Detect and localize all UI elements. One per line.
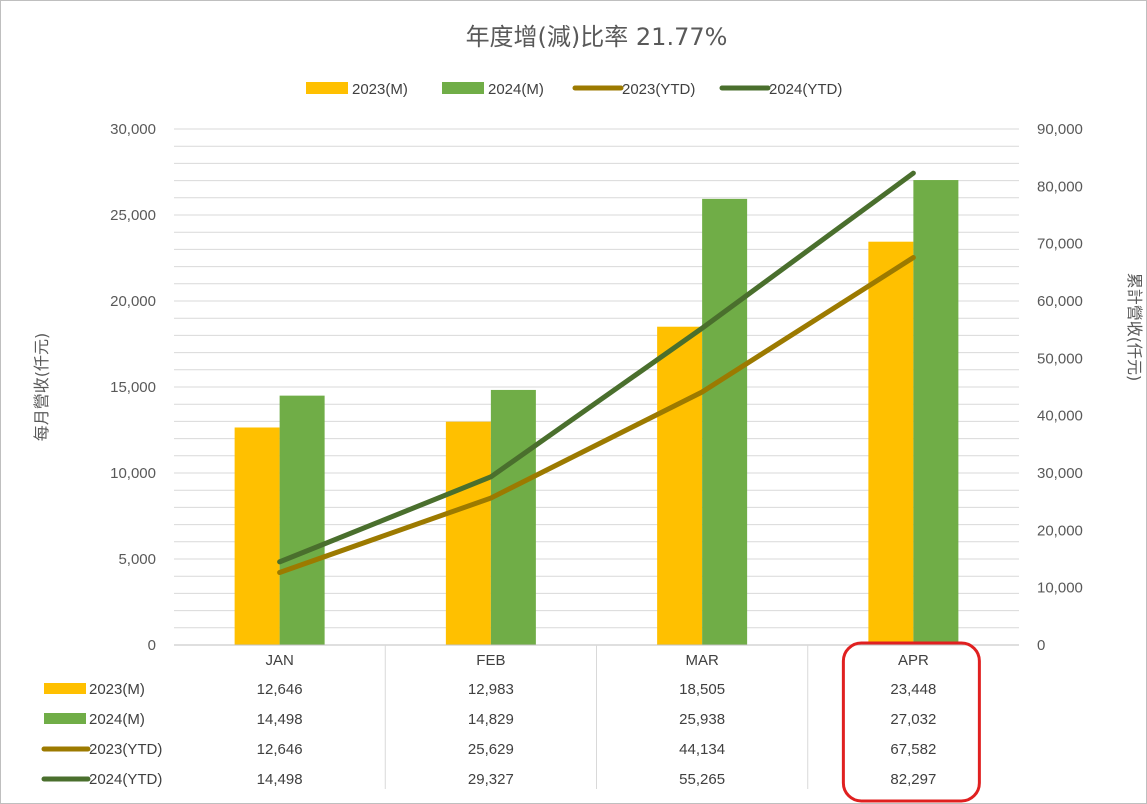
table-row-label-3: 2023(YTD) bbox=[89, 741, 162, 758]
table-cell: 27,032 bbox=[890, 711, 936, 728]
y2-tick-label: 0 bbox=[1037, 637, 1045, 654]
table-row-label-1: 2023(M) bbox=[89, 681, 145, 698]
table-cell: 12,646 bbox=[257, 741, 303, 758]
y2-tick-label: 20,000 bbox=[1037, 522, 1083, 539]
y-tick-label: 15,000 bbox=[110, 379, 156, 396]
table-cell: 18,505 bbox=[679, 681, 725, 698]
y-tick-label: 5,000 bbox=[118, 551, 156, 568]
y2-tick-label: 50,000 bbox=[1037, 350, 1083, 367]
table-cell: 44,134 bbox=[679, 741, 725, 758]
legend-swatch-1 bbox=[306, 82, 348, 94]
table-key-1 bbox=[44, 683, 86, 694]
bar-2024m-apr bbox=[913, 180, 959, 645]
y2-tick-label: 80,000 bbox=[1037, 178, 1083, 195]
y-tick-label: 10,000 bbox=[110, 465, 156, 482]
table-cell: 67,582 bbox=[890, 741, 936, 758]
y-tick-label: 30,000 bbox=[110, 121, 156, 138]
bar-2024m-mar bbox=[702, 198, 748, 645]
legend-swatch-2 bbox=[442, 82, 484, 94]
chart-title: 年度增(減)比率 21.77% bbox=[466, 23, 728, 51]
line-2023ytd bbox=[277, 255, 916, 575]
category-label-apr: APR bbox=[898, 652, 929, 669]
table-cell: 55,265 bbox=[679, 771, 725, 788]
y-axis-title: 每月營收(仟元) bbox=[32, 333, 51, 442]
table-row-label-2: 2024(M) bbox=[89, 711, 145, 728]
table-cell: 82,297 bbox=[890, 771, 936, 788]
legend-label-2: 2024(M) bbox=[488, 81, 544, 98]
y-tick-label: 20,000 bbox=[110, 293, 156, 310]
category-label-jan: JAN bbox=[265, 652, 293, 669]
legend-label-4: 2024(YTD) bbox=[769, 81, 842, 98]
table-row-label-4: 2024(YTD) bbox=[89, 771, 162, 788]
table-cell: 12,646 bbox=[257, 681, 303, 698]
category-label-feb: FEB bbox=[476, 652, 505, 669]
table-cell: 14,498 bbox=[257, 771, 303, 788]
table-cell: 14,498 bbox=[257, 711, 303, 728]
bar-2024m-feb bbox=[490, 389, 536, 645]
y2-tick-label: 30,000 bbox=[1037, 465, 1083, 482]
category-label-mar: MAR bbox=[685, 652, 719, 669]
table-cell: 25,629 bbox=[468, 741, 514, 758]
table-cell: 29,327 bbox=[468, 771, 514, 788]
table-cell: 25,938 bbox=[679, 711, 725, 728]
bar-2023m-apr bbox=[868, 241, 914, 645]
bar-2023m-feb bbox=[445, 421, 491, 645]
y2-tick-label: 10,000 bbox=[1037, 580, 1083, 597]
bar-2023m-jan bbox=[234, 427, 280, 645]
line-2024ytd bbox=[277, 170, 916, 565]
y-tick-label: 25,000 bbox=[110, 207, 156, 224]
y2-tick-label: 70,000 bbox=[1037, 236, 1083, 253]
legend-label-1: 2023(M) bbox=[352, 81, 408, 98]
table-cell: 14,829 bbox=[468, 711, 514, 728]
y-tick-label: 0 bbox=[148, 637, 156, 654]
bar-2023m-mar bbox=[657, 326, 703, 645]
y2-tick-label: 90,000 bbox=[1037, 121, 1083, 138]
table-cell: 23,448 bbox=[890, 681, 936, 698]
y2-tick-label: 40,000 bbox=[1037, 408, 1083, 425]
bar-2024m-jan bbox=[279, 395, 325, 645]
table-cell: 12,983 bbox=[468, 681, 514, 698]
legend-label-3: 2023(YTD) bbox=[622, 81, 695, 98]
highlight-box bbox=[841, 641, 981, 803]
y2-tick-label: 60,000 bbox=[1037, 293, 1083, 310]
y2-axis-title: 累計營收(仟元) bbox=[1125, 273, 1144, 382]
table-key-2 bbox=[44, 713, 86, 724]
